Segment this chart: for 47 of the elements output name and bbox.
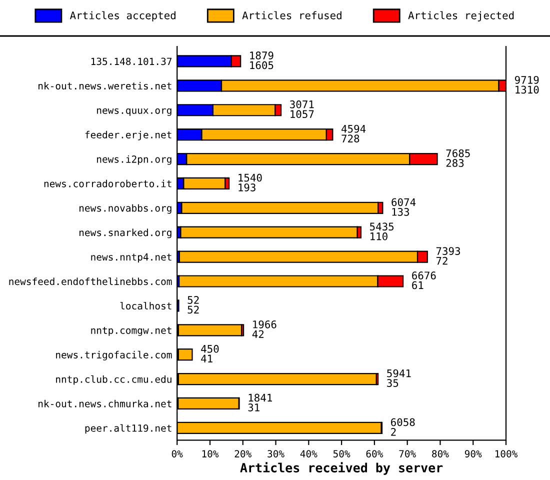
annotation: 450 41: [201, 344, 219, 362]
y-tick-label: newsfeed.endofthelinebbs.com: [9, 278, 172, 286]
x-tick-label: 0%: [172, 450, 183, 458]
annotation: 1540 193: [238, 174, 262, 192]
annotation: 6676 61: [412, 272, 436, 290]
y-tick-label: nk-out.news.weretis.net: [38, 82, 172, 90]
y-tick-label: news.novabbs.org: [80, 204, 172, 214]
x-tick-label: 100%: [495, 450, 518, 458]
annotation: 1966 42: [252, 320, 276, 338]
annotation: 6074 133: [392, 198, 416, 216]
x-tick-label: 60%: [366, 450, 384, 458]
legend-label: Articles rejected: [408, 11, 514, 22]
y-tick-label: news.corradoroberto.it: [44, 180, 172, 188]
y-tick-label: news.quux.org: [97, 108, 172, 116]
annotation: 7393 72: [436, 247, 460, 265]
x-tick-label: 10%: [202, 450, 219, 458]
annotation: 4594 728: [342, 124, 366, 142]
annotation: 7685 283: [446, 149, 470, 167]
annotation: 9719 1310: [514, 76, 539, 94]
y-tick-label: nntp.club.cc.cmu.edu: [56, 375, 172, 385]
annotation: 3071 1057: [290, 100, 314, 118]
y-tick-label: peer.alt119.net: [85, 424, 172, 434]
x-tick-label: 20%: [234, 450, 252, 458]
x-axis-title: Articles received by server: [240, 462, 443, 475]
y-tick-label: feeder.erje.net: [85, 130, 172, 140]
x-tick-label: 70%: [399, 450, 416, 458]
legend-label: Articles refused: [242, 11, 342, 20]
y-tick-label: nntp.comgw.net: [91, 327, 172, 336]
x-tick-label: 50%: [333, 450, 350, 458]
y-tick-label: news.trigofacile.com: [56, 350, 172, 360]
annotation: 5435 110: [370, 222, 394, 240]
annotation: 1879 1605: [250, 52, 274, 70]
x-tick-label: 80%: [432, 450, 449, 458]
y-tick-label: news.snarked.org: [80, 228, 172, 238]
annotation: 52 52: [188, 296, 199, 314]
x-tick-label: 90%: [464, 450, 482, 458]
annotation: 1841 31: [248, 394, 272, 412]
y-tick-label: news.nntp4.net: [91, 253, 172, 263]
legend-label: Articles accepted: [70, 11, 176, 22]
x-tick-label: 40%: [300, 450, 318, 458]
y-tick-label: news.i2pn.org: [97, 155, 172, 165]
annotation: 5941 35: [387, 369, 411, 387]
annotation: 6058 2: [391, 418, 415, 436]
y-tick-label: 135.148.101.37: [91, 58, 172, 66]
y-tick-label: nk-out.news.chmurka.net: [38, 400, 172, 408]
x-tick-label: 30%: [268, 450, 284, 458]
y-tick-label: localhost: [120, 302, 172, 310]
